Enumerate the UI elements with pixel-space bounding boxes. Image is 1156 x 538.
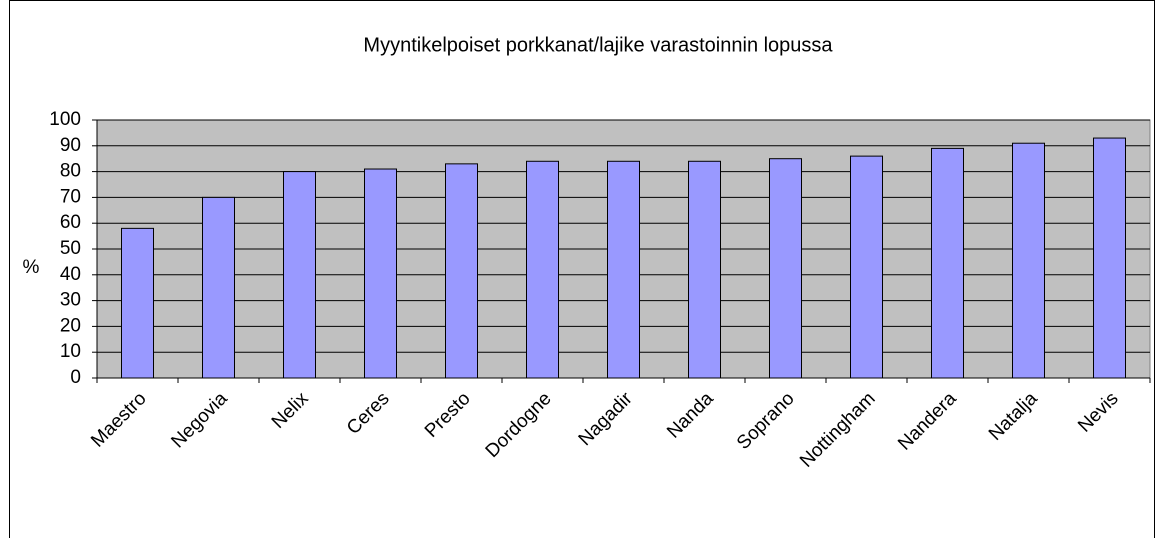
bar	[526, 160, 559, 379]
bar	[445, 163, 478, 379]
y-axis-label: %	[23, 257, 40, 278]
bar	[1093, 137, 1126, 379]
bar	[364, 168, 397, 379]
bar	[850, 155, 883, 379]
bar	[607, 160, 640, 379]
y-tick-label: 50	[60, 238, 81, 259]
y-tick-label: 60	[60, 212, 81, 233]
bar	[202, 196, 235, 379]
bar	[121, 227, 154, 379]
y-tick-label: 70	[60, 186, 81, 207]
bar	[1012, 142, 1045, 379]
bar	[931, 147, 964, 379]
y-tick-label: 80	[60, 161, 81, 182]
y-tick-label: 90	[60, 135, 81, 156]
y-tick-label: 10	[60, 341, 81, 362]
y-tick-label: 20	[60, 315, 81, 336]
y-tick-label: 30	[60, 290, 81, 311]
y-tick-label: 40	[60, 264, 81, 285]
bar	[283, 171, 316, 379]
y-tick-label: 0	[70, 367, 81, 388]
chart-title: Myyntikelpoiset porkkanat/lajike varasto…	[363, 34, 833, 56]
y-tick-label: 100	[49, 109, 81, 130]
bar	[688, 160, 721, 379]
bar	[769, 158, 802, 379]
